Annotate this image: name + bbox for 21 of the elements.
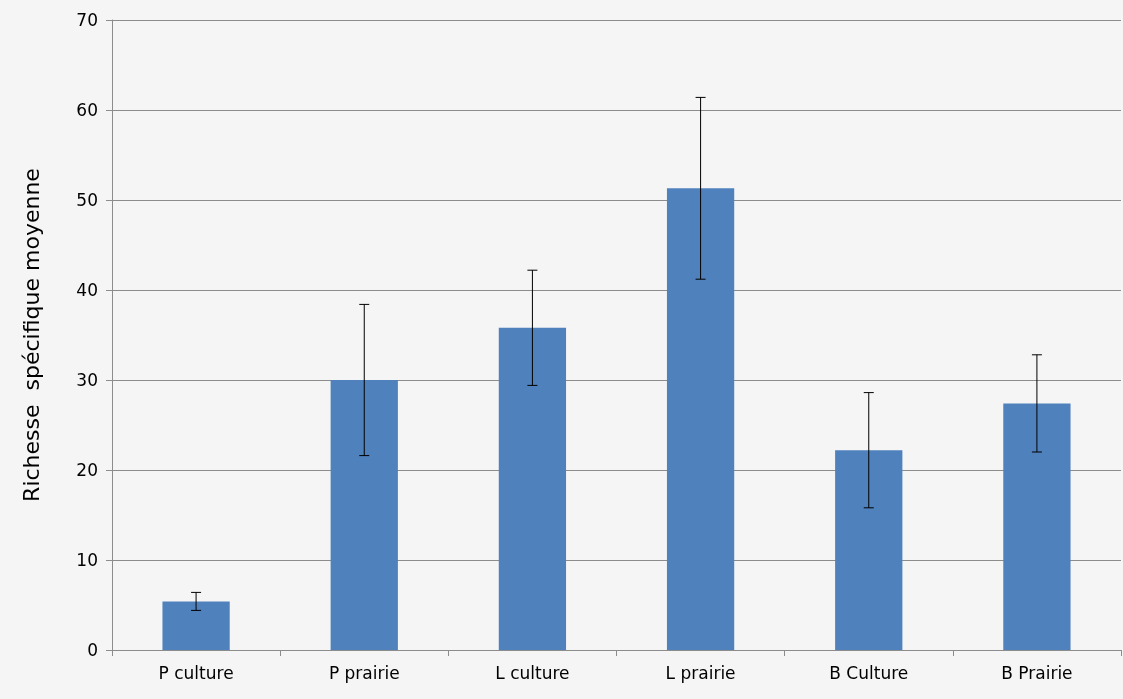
bar bbox=[498, 327, 567, 650]
y-tick-label: 40 bbox=[76, 280, 98, 300]
y-tick-label: 30 bbox=[76, 370, 98, 390]
y-tick-label: 60 bbox=[76, 100, 98, 120]
y-tick-label: 70 bbox=[76, 10, 98, 30]
bar bbox=[162, 601, 230, 650]
x-tick-label: P culture bbox=[158, 662, 234, 683]
bar bbox=[835, 450, 903, 650]
y-tick-label: 20 bbox=[76, 460, 98, 480]
x-tick-label: P prairie bbox=[328, 662, 400, 683]
bar bbox=[1003, 403, 1071, 650]
x-tick-label: B Culture bbox=[829, 662, 909, 683]
bar bbox=[330, 380, 398, 650]
x-tick-label: B Prairie bbox=[1001, 662, 1073, 683]
x-tick-label: L prairie bbox=[665, 662, 736, 683]
y-axis-title: Richesse spécifique moyenne bbox=[18, 168, 44, 502]
y-tick-label: 50 bbox=[76, 190, 98, 210]
bar bbox=[666, 188, 735, 650]
y-tick-label: 10 bbox=[76, 550, 98, 570]
x-tick-label: L culture bbox=[495, 662, 570, 683]
y-tick-label: 0 bbox=[87, 640, 98, 660]
